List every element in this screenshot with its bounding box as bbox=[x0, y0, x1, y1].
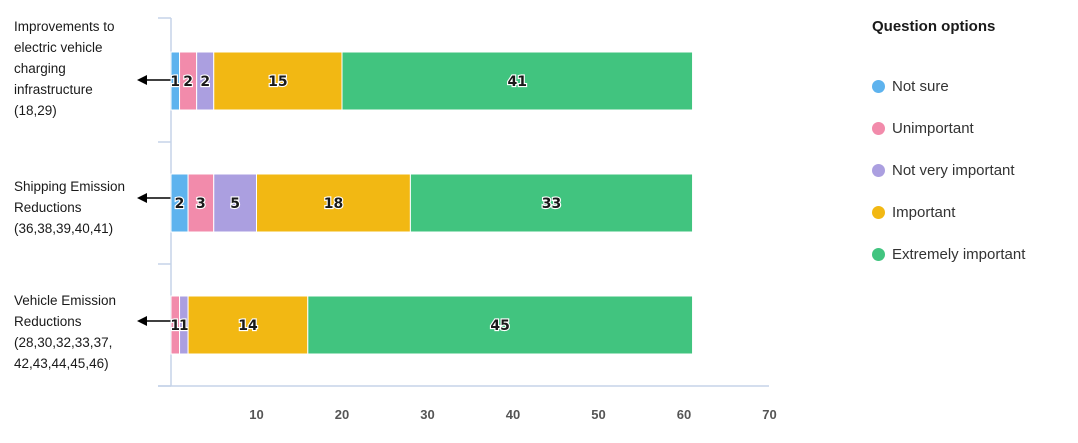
legend-swatch-not-very-important bbox=[872, 163, 885, 177]
category-label-vehicle: Vehicle Emission Reductions (28,30,32,33… bbox=[14, 293, 117, 371]
data-label-ev-charging-not-sure: 1 bbox=[170, 74, 180, 90]
x-tick-label-30: 30 bbox=[420, 407, 434, 422]
data-label-shipping-not-sure: 2 bbox=[175, 196, 185, 212]
x-tick-label-70: 70 bbox=[762, 407, 776, 422]
legend-swatch-unimportant bbox=[872, 121, 885, 135]
legend-item-unimportant: Unimportant bbox=[872, 118, 974, 138]
legend-label-extremely-important: Extremely important bbox=[892, 245, 1026, 263]
legend-swatch-not-sure bbox=[872, 79, 885, 93]
legend-label-not-sure: Not sure bbox=[892, 77, 949, 95]
data-label-vehicle-unimportant: 1 bbox=[170, 318, 180, 334]
legend-label-important: Important bbox=[892, 203, 956, 221]
bar-segment-ev-charging-important bbox=[213, 51, 343, 111]
arrow-head-vehicle bbox=[137, 316, 147, 326]
legend-item-extremely-important: Extremely important bbox=[872, 244, 1025, 264]
bar-segment-vehicle-important bbox=[187, 295, 309, 355]
data-label-vehicle-important: 14 bbox=[238, 318, 258, 334]
arrow-head-shipping bbox=[137, 193, 147, 203]
legend-label-not-very-important: Not very important bbox=[892, 161, 1015, 179]
legend-label-unimportant: Unimportant bbox=[892, 119, 974, 137]
legend-item-important: Important bbox=[872, 202, 955, 222]
x-tick-label-60: 60 bbox=[677, 407, 691, 422]
data-label-vehicle-not-very-important: 1 bbox=[179, 318, 189, 334]
x-tick-label-40: 40 bbox=[506, 407, 520, 422]
data-label-ev-charging-important: 15 bbox=[268, 74, 287, 90]
category-label-ev-charging: Improvements to electric vehicle chargin… bbox=[14, 19, 115, 118]
x-tick-label-20: 20 bbox=[335, 407, 349, 422]
data-label-ev-charging-unimportant: 2 bbox=[183, 74, 193, 90]
bar-segment-shipping-important bbox=[256, 173, 411, 233]
data-label-shipping-important: 18 bbox=[324, 196, 343, 212]
legend-item-not-very-important: Not very important bbox=[872, 160, 1015, 180]
legend-title: Question options bbox=[872, 18, 996, 35]
arrow-head-ev-charging bbox=[137, 75, 147, 85]
data-label-ev-charging-not-very-important: 2 bbox=[200, 74, 210, 90]
data-label-ev-charging-extremely-important: 41 bbox=[508, 74, 527, 90]
category-label-shipping: Shipping Emission Reductions (36,38,39,4… bbox=[14, 179, 126, 236]
data-label-shipping-unimportant: 3 bbox=[196, 196, 206, 212]
data-label-shipping-not-very-important: 5 bbox=[230, 196, 240, 212]
data-label-shipping-extremely-important: 33 bbox=[542, 196, 561, 212]
bar-segment-shipping-not-very-important bbox=[213, 173, 257, 233]
bar-segment-shipping-unimportant bbox=[187, 173, 215, 233]
bar-segment-ev-charging-extremely-important bbox=[341, 51, 694, 111]
bar-segment-shipping-extremely-important bbox=[409, 173, 694, 233]
legend-swatch-extremely-important bbox=[872, 247, 885, 261]
data-label-vehicle-extremely-important: 45 bbox=[490, 318, 509, 334]
legend-item-not-sure: Not sure bbox=[872, 76, 949, 96]
legend-swatch-important bbox=[872, 205, 885, 219]
x-tick-label-50: 50 bbox=[591, 407, 605, 422]
x-tick-label-10: 10 bbox=[249, 407, 263, 422]
bar-segment-vehicle-extremely-important bbox=[307, 295, 694, 355]
